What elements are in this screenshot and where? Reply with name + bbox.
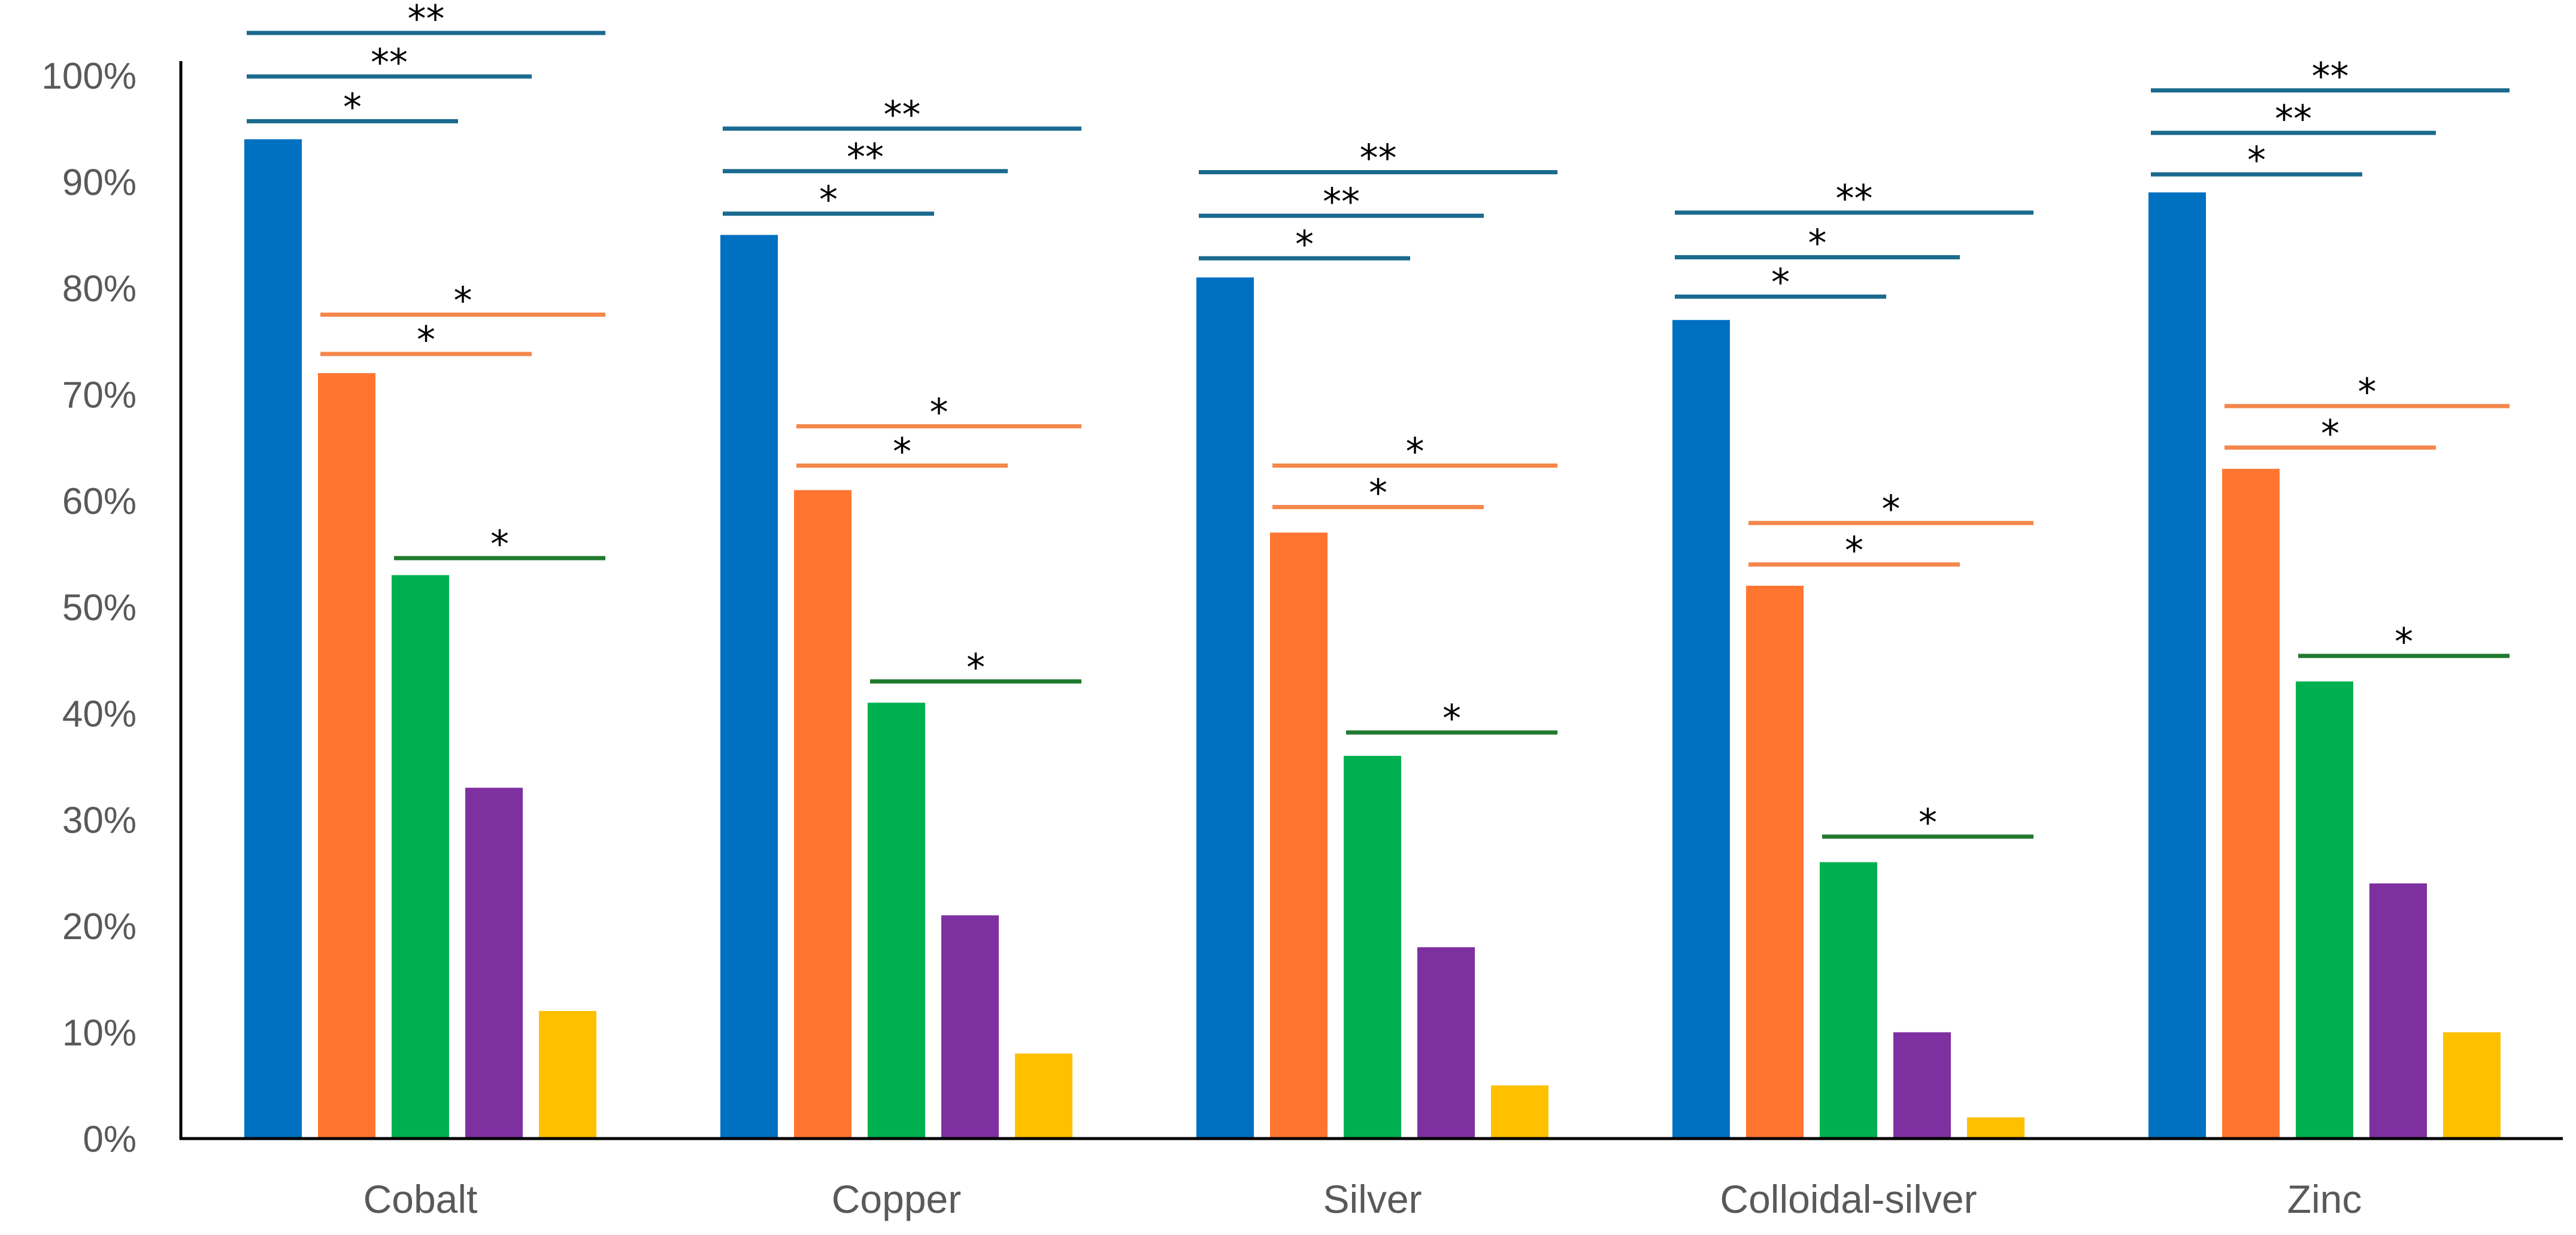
bar bbox=[941, 915, 999, 1139]
significance-label: * bbox=[490, 522, 509, 566]
significance-label: ** bbox=[847, 135, 884, 179]
bar bbox=[392, 575, 449, 1139]
bar bbox=[720, 235, 778, 1139]
bar bbox=[2369, 883, 2427, 1139]
y-tick-label: 30% bbox=[62, 800, 137, 842]
significance-label: * bbox=[1808, 222, 1827, 265]
bar bbox=[1746, 586, 1804, 1139]
significance-label: ** bbox=[371, 41, 408, 84]
significance-label: * bbox=[893, 429, 911, 473]
y-tick-label: 90% bbox=[62, 162, 137, 204]
significance-label: * bbox=[2395, 620, 2413, 664]
y-tick-label: 20% bbox=[62, 906, 137, 948]
significance-label: * bbox=[2358, 370, 2377, 414]
bar bbox=[1270, 532, 1328, 1139]
significance-label: ** bbox=[884, 93, 921, 137]
significance-label: * bbox=[2247, 138, 2266, 182]
bar bbox=[318, 373, 375, 1139]
significance-label: * bbox=[1882, 487, 1901, 531]
bar bbox=[2443, 1032, 2501, 1139]
x-category-label: Zinc bbox=[2287, 1177, 2362, 1221]
significance-label: * bbox=[2321, 411, 2339, 455]
significance-label: * bbox=[1771, 261, 1790, 304]
bar bbox=[2148, 192, 2206, 1139]
significance-label: * bbox=[1919, 801, 1937, 844]
y-tick-label: 60% bbox=[62, 481, 137, 522]
significance-label: * bbox=[454, 279, 472, 322]
significance-label: * bbox=[1406, 429, 1425, 473]
x-category-label: Copper bbox=[832, 1177, 961, 1221]
x-category-label: Colloidal-silver bbox=[1720, 1177, 1977, 1221]
significance-label: * bbox=[1369, 471, 1387, 515]
y-tick-label: 70% bbox=[62, 375, 137, 416]
significance-label: * bbox=[417, 318, 435, 362]
y-tick-label: 50% bbox=[62, 588, 137, 629]
significance-label: ** bbox=[2275, 97, 2312, 141]
bar bbox=[1967, 1117, 2025, 1139]
bar bbox=[1417, 947, 1475, 1139]
significance-label: * bbox=[1845, 529, 1863, 573]
bar bbox=[868, 703, 925, 1139]
significance-label: * bbox=[819, 178, 838, 222]
bar bbox=[1015, 1054, 1072, 1139]
y-tick-label: 10% bbox=[62, 1013, 137, 1054]
significance-label: ** bbox=[1323, 180, 1360, 223]
bar bbox=[1344, 756, 1401, 1139]
y-tick-label: 80% bbox=[62, 268, 137, 310]
y-tick-label: 40% bbox=[62, 694, 137, 735]
significance-label: * bbox=[930, 391, 948, 434]
bar bbox=[1820, 862, 1877, 1139]
significance-label: ** bbox=[1836, 177, 1873, 220]
bar bbox=[1672, 320, 1730, 1139]
x-category-label: Cobalt bbox=[363, 1177, 478, 1221]
significance-label: ** bbox=[1360, 137, 1397, 180]
significance-label: ** bbox=[408, 0, 445, 41]
bar bbox=[2296, 681, 2353, 1139]
significance-label: * bbox=[343, 85, 362, 129]
significance-label: * bbox=[966, 646, 985, 689]
bar bbox=[539, 1011, 596, 1139]
bar bbox=[794, 490, 851, 1139]
x-category-label: Silver bbox=[1323, 1177, 1422, 1221]
significance-label: * bbox=[1442, 697, 1461, 740]
bar bbox=[1491, 1085, 1548, 1139]
y-tick-label: 0% bbox=[83, 1119, 137, 1160]
significance-label: ** bbox=[2312, 55, 2349, 98]
significance-label: * bbox=[1295, 222, 1314, 266]
bar bbox=[2222, 468, 2280, 1139]
y-tick-label: 100% bbox=[41, 56, 137, 97]
bar bbox=[1196, 277, 1254, 1139]
bar bbox=[465, 788, 523, 1139]
bar bbox=[1893, 1032, 1951, 1139]
bar bbox=[244, 139, 302, 1139]
